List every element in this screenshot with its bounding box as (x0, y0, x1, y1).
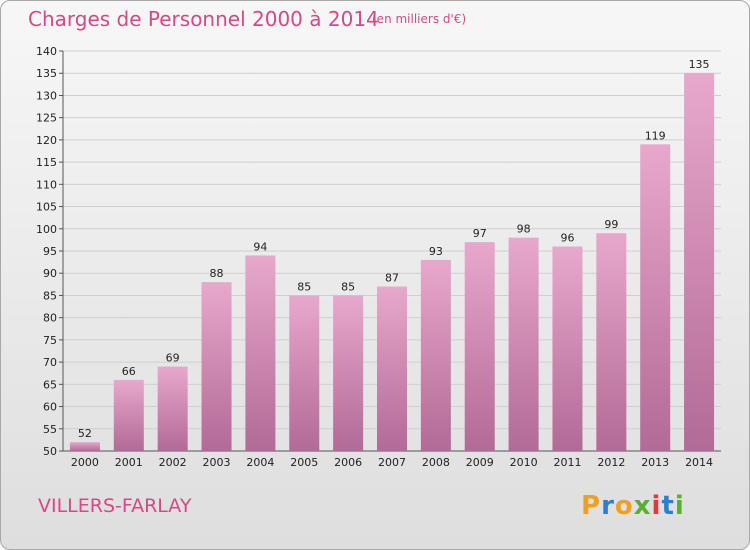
x-tick-label: 2009 (466, 456, 494, 469)
x-tick-label: 2002 (159, 456, 187, 469)
bar-2006 (333, 295, 364, 451)
value-label: 88 (210, 267, 224, 280)
value-label: 85 (341, 280, 355, 293)
x-tick-label: 2004 (246, 456, 274, 469)
y-tick-label: 115 (36, 156, 57, 169)
logo-letter: i (674, 491, 685, 521)
x-tick-label: 2001 (115, 456, 143, 469)
y-tick-label: 130 (36, 89, 57, 102)
y-tick-label: 75 (43, 334, 57, 347)
y-tick-label: 90 (43, 267, 57, 280)
y-tick-label: 125 (36, 112, 57, 125)
logo-letter: x (633, 491, 652, 521)
x-tick-label: 2000 (71, 456, 99, 469)
bar-2002 (157, 366, 188, 451)
value-label: 93 (429, 245, 443, 258)
y-tick-label: 95 (43, 245, 57, 258)
bar-2007 (377, 286, 407, 451)
y-tick-label: 120 (36, 134, 57, 147)
bar-2000 (69, 442, 100, 451)
value-label: 69 (166, 352, 180, 365)
bar-2005 (289, 295, 320, 451)
y-tick-label: 55 (43, 423, 57, 436)
logo-letter: o (614, 491, 634, 521)
bar-2009 (464, 242, 495, 451)
bar-2001 (113, 379, 144, 451)
y-tick-label: 100 (36, 223, 57, 236)
commune-name: VILLERS-FARLAY (38, 495, 192, 517)
value-label: 85 (297, 280, 311, 293)
x-tick-label: 2012 (597, 456, 625, 469)
y-tick-label: 70 (43, 356, 57, 369)
x-tick-label: 2005 (290, 456, 318, 469)
x-tick-label: 2013 (641, 456, 669, 469)
y-tick-label: 60 (43, 401, 57, 414)
y-tick-label: 105 (36, 201, 57, 214)
labels: 50 55 60 65 70 75 80 85 90 95 100 105 110 115 120 125 13… (36, 45, 713, 469)
value-label: 52 (78, 427, 92, 440)
bar-2014 (684, 73, 715, 451)
logo-letter: i (651, 491, 662, 521)
x-tick-label: 2007 (378, 456, 406, 469)
y-tick-label: 85 (43, 289, 57, 302)
value-label: 96 (560, 232, 574, 245)
y-tick-label: 65 (43, 378, 57, 391)
logo-letter: t (661, 491, 675, 521)
value-label: 66 (122, 365, 136, 378)
x-tick-label: 2008 (422, 456, 450, 469)
chart-subtitle: (en milliers d'€) (372, 12, 467, 26)
bar-2010 (508, 237, 539, 451)
x-tick-label: 2010 (510, 456, 538, 469)
value-label: 97 (473, 227, 487, 240)
value-label: 98 (517, 223, 531, 236)
bars (69, 73, 715, 452)
bar-2011 (552, 246, 583, 451)
bar-2003 (201, 282, 232, 451)
value-label: 87 (385, 272, 399, 285)
y-tick-label: 80 (43, 312, 57, 325)
value-label: 99 (604, 218, 618, 231)
y-tick-label: 135 (36, 67, 57, 80)
x-tick-label: 2003 (203, 456, 231, 469)
y-tick-label: 140 (36, 45, 57, 58)
value-label: 119 (645, 129, 666, 142)
proxiti-logo[interactable]: Proxiti (581, 491, 685, 521)
x-tick-label: 2014 (685, 456, 713, 469)
x-tick-label: 2006 (334, 456, 362, 469)
bar-2012 (596, 233, 627, 451)
bar-2013 (640, 144, 671, 452)
y-tick-label: 50 (43, 445, 57, 458)
value-label: 135 (689, 58, 710, 71)
logo-letter: r (601, 491, 615, 521)
chart-title: Charges de Personnel 2000 à 2014 (28, 7, 379, 31)
x-tick-label: 2011 (553, 456, 581, 469)
bar-2004 (245, 255, 276, 451)
bar-2008 (420, 259, 451, 451)
logo-letter: P (581, 491, 602, 521)
y-tick-label: 110 (36, 178, 57, 191)
value-label: 94 (253, 240, 267, 253)
